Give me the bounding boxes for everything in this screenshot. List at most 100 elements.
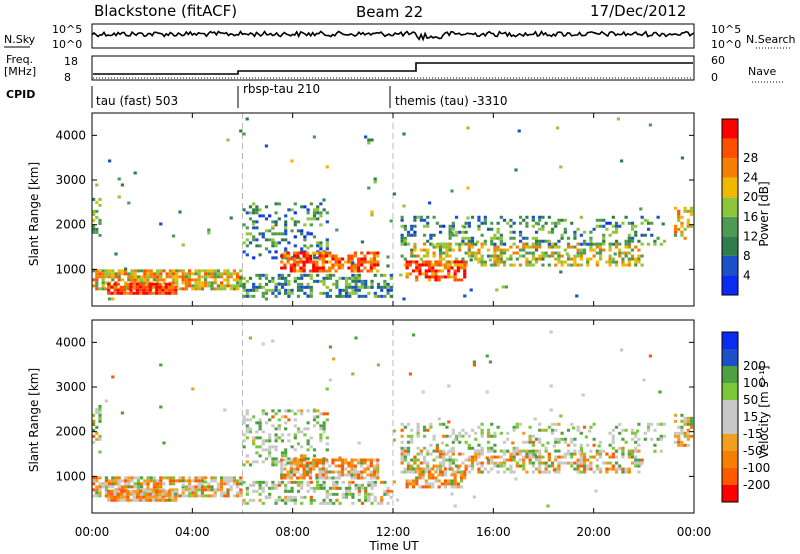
- echo-cell: [400, 446, 404, 450]
- echo-cell: [549, 408, 553, 412]
- echo-cell: [151, 495, 156, 499]
- echo-cell: [296, 483, 301, 487]
- echo-cell: [467, 434, 471, 438]
- echo-cell: [447, 482, 451, 486]
- echo-cell: [274, 486, 278, 490]
- echo-cell: [293, 202, 297, 206]
- echo-cell: [261, 409, 265, 413]
- echo-cell: [172, 488, 176, 492]
- echo-cell: [315, 461, 319, 465]
- echo-cell: [300, 454, 304, 458]
- echo-cell: [624, 239, 628, 243]
- echo-cell: [554, 455, 558, 459]
- echo-cell: [357, 489, 361, 493]
- echo-cell: [570, 464, 574, 468]
- echo-cell: [258, 427, 262, 431]
- echo-cell: [95, 494, 99, 498]
- echo-cell: [424, 272, 428, 276]
- echo-cell: [512, 242, 516, 246]
- echo-cell: [142, 285, 146, 289]
- echo-cell: [454, 434, 459, 438]
- echo-cell: [204, 269, 208, 273]
- echo-cell: [340, 461, 345, 465]
- echo-cell: [338, 501, 342, 505]
- echo-cell: [350, 257, 354, 261]
- echo-cell: [369, 257, 373, 261]
- echo-cell: [299, 461, 303, 465]
- echo-cell: [559, 414, 563, 418]
- echo-cell: [165, 272, 169, 276]
- echo-cell: [312, 256, 317, 260]
- echo-cell: [559, 165, 563, 169]
- echo-cell: [650, 233, 654, 237]
- echo-cell: [499, 248, 503, 252]
- echo-cell: [634, 440, 638, 444]
- echo-cell: [376, 363, 380, 367]
- echo-cell: [210, 494, 214, 498]
- echo-cell: [252, 439, 256, 443]
- echo-cell: [360, 269, 364, 273]
- echo-cell: [557, 449, 561, 453]
- echo-cell: [236, 272, 240, 276]
- echo-cell: [271, 483, 275, 487]
- echo-cell: [525, 260, 529, 264]
- echo-cell: [506, 458, 510, 462]
- echo-cell: [325, 211, 329, 215]
- echo-cell: [171, 492, 175, 496]
- echo-cell: [474, 254, 478, 258]
- echo-cell: [284, 448, 288, 452]
- echo-cell: [506, 257, 510, 261]
- echo-cell: [344, 467, 348, 471]
- echo-cell: [582, 470, 587, 474]
- echo-cell: [114, 275, 118, 279]
- echo-cell: [360, 279, 365, 283]
- echo-cell: [284, 415, 288, 419]
- echo-cell: [363, 467, 367, 471]
- echo-cell: [197, 485, 201, 489]
- echo-cell: [229, 488, 233, 492]
- echo-cell: [110, 489, 114, 493]
- echo-cell: [499, 257, 503, 261]
- echo-cell: [541, 263, 545, 267]
- echo-cell: [477, 248, 481, 252]
- echo-cell: [309, 273, 313, 277]
- echo-cell: [369, 266, 373, 270]
- echo-cell: [130, 476, 134, 480]
- echo-cell: [120, 269, 124, 273]
- echo-cell: [370, 138, 374, 142]
- echo-cell: [110, 498, 114, 502]
- echo-cell: [309, 288, 313, 292]
- echo-cell: [522, 467, 526, 471]
- power-colorbar-frame: [721, 118, 739, 296]
- echo-cell: [470, 251, 475, 255]
- echo-cell: [673, 224, 678, 228]
- echo-cell: [453, 272, 457, 276]
- echo-cell: [640, 242, 644, 246]
- echo-cell: [264, 273, 269, 277]
- echo-cell: [437, 473, 441, 477]
- echo-cell: [258, 276, 262, 280]
- echo-cell: [167, 492, 172, 496]
- echo-cell: [188, 485, 192, 489]
- echo-cell: [493, 461, 497, 465]
- echo-cell: [429, 425, 433, 429]
- echo-cell: [634, 230, 638, 234]
- echo-cell: [360, 257, 364, 261]
- echo-cell: [302, 269, 306, 273]
- echo-cell: [277, 217, 281, 221]
- echo-cell: [316, 480, 320, 484]
- echo-cell: [621, 263, 625, 267]
- echo-cell: [589, 425, 593, 429]
- echo-cell: [592, 455, 596, 459]
- echo-cell: [443, 479, 448, 483]
- echo-cell: [303, 238, 307, 242]
- echo-cell: [369, 263, 373, 267]
- echo-cell: [325, 489, 329, 493]
- echo-cell: [149, 476, 153, 480]
- echo-cell: [363, 266, 367, 270]
- echo-cell: [146, 479, 150, 483]
- echo-cell: [151, 285, 156, 289]
- echo-cell: [220, 476, 224, 480]
- echo-cell: [630, 236, 635, 240]
- echo-cell: [117, 275, 121, 279]
